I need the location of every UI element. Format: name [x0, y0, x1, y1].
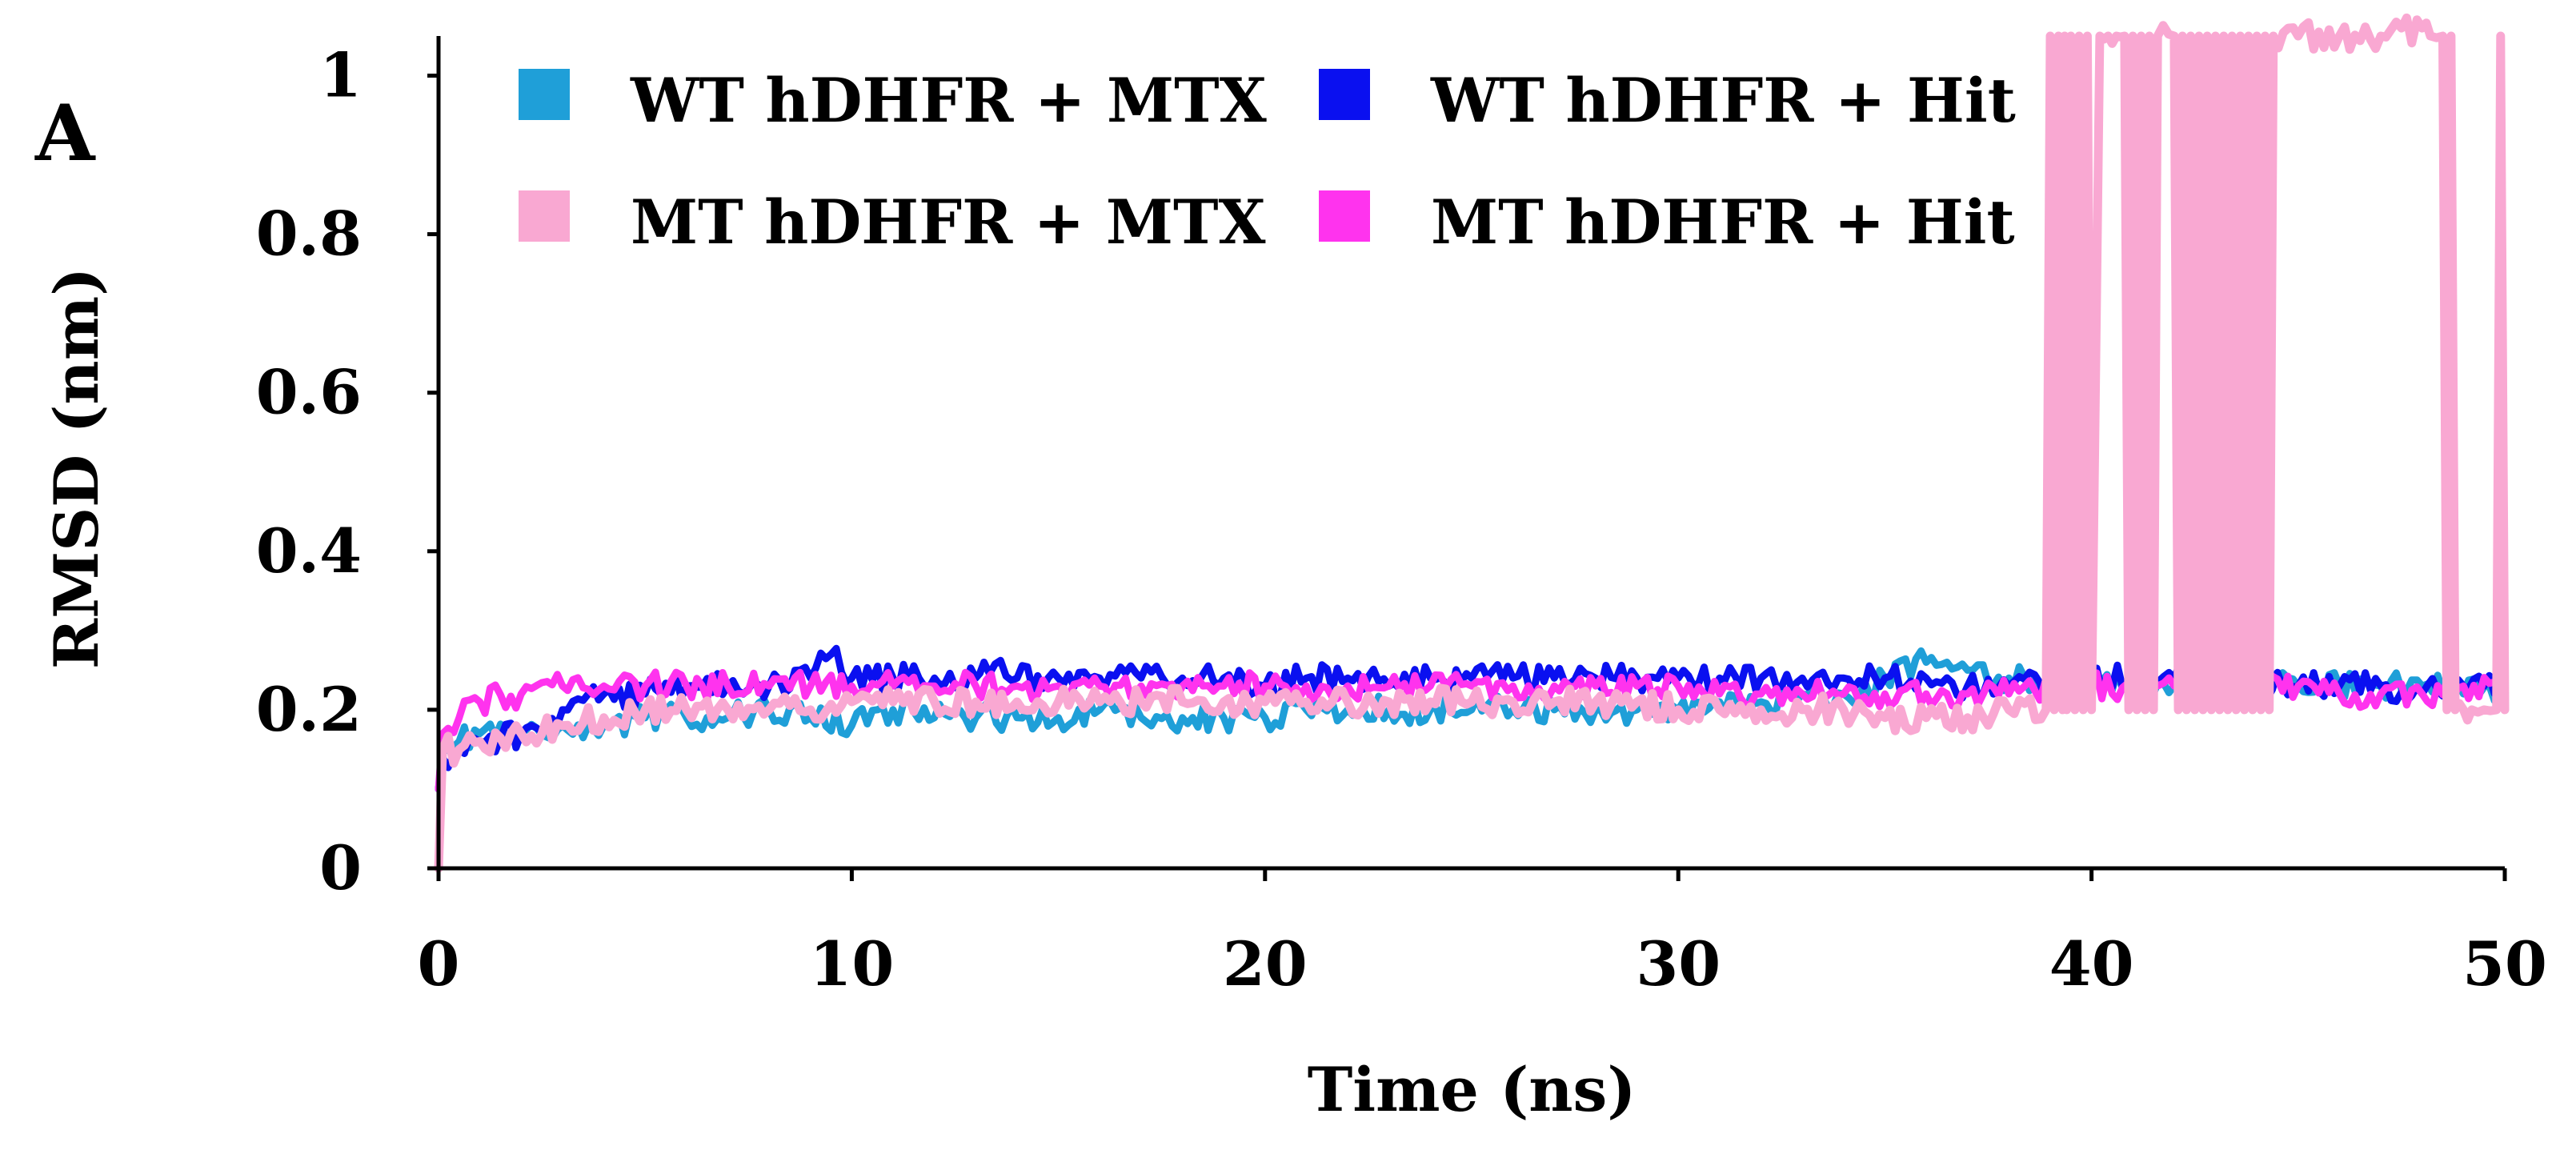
legend-item-wt-hdhfr-mtx: WT hDHFR + MTX — [519, 65, 1267, 136]
y-tick-label: 0.4 — [256, 515, 362, 587]
ticks-layer: 0 10 20 30 40 50 0 0.2 0.4 0.6 0.8 1 — [256, 40, 2547, 1000]
legend-swatch — [1319, 69, 1370, 120]
axes-layer — [436, 36, 2505, 871]
legend-swatch — [1319, 190, 1370, 242]
legend-label: WT hDHFR + Hit — [1430, 65, 2016, 136]
y-tick-label: 0.8 — [256, 198, 362, 270]
legend-label: MT hDHFR + MTX — [631, 186, 1266, 258]
legend-item-wt-hdhfr-hit: WT hDHFR + Hit — [1319, 65, 2016, 136]
y-tick-label: 0.6 — [256, 357, 362, 428]
x-tick-label: 50 — [2462, 928, 2547, 1000]
legend-label: MT hDHFR + Hit — [1431, 186, 2015, 258]
y-tick-label: 0.2 — [256, 674, 362, 745]
series-line-mt-hdhfr-mtx — [434, 13, 2510, 873]
panel-label: A — [35, 88, 95, 178]
x-tick-label: 40 — [2049, 928, 2134, 1000]
legend-label: WT hDHFR + MTX — [630, 65, 1267, 136]
x-tick-label: 30 — [1636, 928, 1721, 1000]
y-axis-label: RMSD (nm) — [41, 267, 112, 669]
legend-swatch — [519, 69, 570, 120]
x-tick-label: 20 — [1223, 928, 1308, 1000]
x-axis-label: Time (ns) — [1308, 1054, 1637, 1125]
legend-item-mt-hdhfr-mtx: MT hDHFR + MTX — [519, 186, 1266, 258]
x-tick-label: 10 — [810, 928, 895, 1000]
y-tick-label: 0 — [319, 832, 362, 904]
y-tick-label: 1 — [319, 40, 362, 111]
legend: WT hDHFR + MTX WT hDHFR + Hit MT hDHFR + M… — [519, 65, 2016, 258]
legend-item-mt-hdhfr-hit: MT hDHFR + Hit — [1319, 186, 2015, 258]
series-layer — [434, 13, 2510, 873]
series-line-mt-hdhfr-hit — [435, 668, 2509, 793]
x-tick-label: 0 — [418, 928, 460, 1000]
series-line-wt-hdhfr-hit — [435, 644, 2509, 793]
legend-swatch — [519, 190, 570, 242]
